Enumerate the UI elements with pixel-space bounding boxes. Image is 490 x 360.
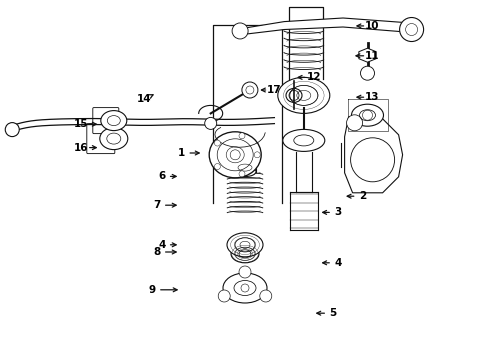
Circle shape (400, 18, 423, 41)
Ellipse shape (351, 138, 394, 182)
FancyBboxPatch shape (87, 123, 115, 154)
Text: 7: 7 (153, 200, 161, 210)
Ellipse shape (283, 129, 325, 152)
Ellipse shape (100, 127, 128, 150)
Ellipse shape (231, 245, 259, 263)
Circle shape (239, 171, 245, 177)
Text: 4: 4 (158, 240, 166, 250)
Ellipse shape (351, 104, 384, 126)
Ellipse shape (223, 273, 267, 303)
Text: 13: 13 (365, 92, 380, 102)
Circle shape (361, 66, 374, 80)
Circle shape (230, 150, 240, 160)
Text: 4: 4 (334, 258, 342, 268)
Ellipse shape (227, 233, 263, 257)
FancyBboxPatch shape (93, 108, 119, 134)
Ellipse shape (209, 132, 261, 178)
Circle shape (215, 163, 220, 170)
Ellipse shape (234, 167, 256, 177)
Circle shape (239, 266, 251, 278)
Text: 11: 11 (365, 51, 380, 61)
Text: 2: 2 (359, 191, 366, 201)
Text: 14: 14 (137, 94, 152, 104)
Circle shape (254, 152, 260, 158)
Circle shape (242, 82, 258, 98)
Circle shape (5, 123, 19, 136)
Ellipse shape (286, 89, 302, 102)
Circle shape (205, 117, 217, 129)
Circle shape (260, 290, 272, 302)
Text: 12: 12 (306, 72, 321, 82)
Text: 10: 10 (365, 21, 380, 31)
Text: 6: 6 (158, 171, 165, 181)
Circle shape (215, 140, 220, 146)
Circle shape (218, 290, 230, 302)
Ellipse shape (278, 77, 330, 113)
Text: 16: 16 (74, 143, 88, 153)
Text: 8: 8 (153, 247, 160, 257)
Text: 17: 17 (267, 85, 282, 95)
Ellipse shape (232, 23, 248, 39)
Circle shape (346, 115, 363, 131)
Polygon shape (344, 117, 403, 193)
Text: 15: 15 (74, 119, 88, 129)
Text: 3: 3 (335, 207, 342, 217)
Circle shape (239, 133, 245, 139)
Circle shape (241, 284, 249, 292)
Text: 9: 9 (148, 285, 155, 295)
Polygon shape (240, 18, 416, 36)
Text: 5: 5 (330, 308, 337, 318)
Ellipse shape (234, 156, 256, 168)
Polygon shape (359, 48, 376, 62)
Ellipse shape (101, 111, 127, 131)
Text: 1: 1 (178, 148, 185, 158)
